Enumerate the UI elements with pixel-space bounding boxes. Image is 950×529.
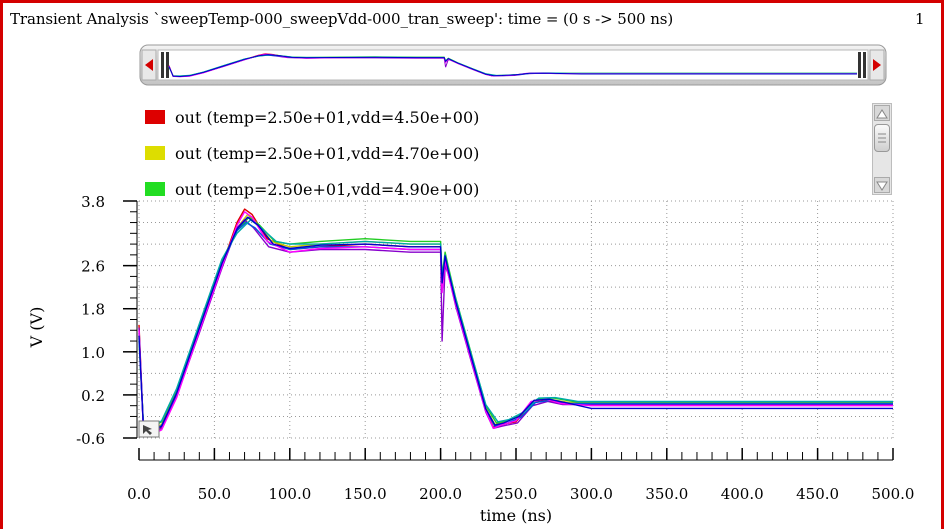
- y-axis-label: V (V): [27, 307, 46, 349]
- x-axis-label: time (ns): [480, 506, 552, 525]
- legend-label: out (temp=2.50e+01,vdd=4.50e+00): [175, 107, 480, 127]
- triangle-up-icon: [876, 109, 888, 119]
- overview-right-handle[interactable]: [858, 52, 866, 78]
- axes: 0.0 50.0 100.0 150.0 200.0 250.0 300.0 350.0 400…: [76, 193, 914, 503]
- x-tick-label: 50.0: [198, 485, 231, 503]
- overview-trace-group: [168, 53, 857, 78]
- zoom-corner-button[interactable]: [138, 420, 160, 438]
- legend-item[interactable]: out (temp=2.50e+01,vdd=4.70e+00): [145, 142, 479, 164]
- y-tick-label: 0.2: [81, 387, 105, 405]
- cursor-icon: [143, 425, 152, 435]
- x-tick-label: 350.0: [645, 485, 688, 503]
- overview-left-handle[interactable]: [161, 52, 169, 78]
- y-tick-label: -0.6: [76, 430, 105, 448]
- arrow-right-icon: [873, 59, 881, 71]
- trace-line: [138, 216, 893, 434]
- legend-swatch: [145, 146, 165, 160]
- trace-line: [138, 208, 893, 434]
- legend-scroll-thumb[interactable]: [874, 124, 890, 152]
- y-tick-label: 1.8: [81, 301, 105, 319]
- x-tick-label: 400.0: [721, 485, 764, 503]
- overview-scroll-right-button[interactable]: [869, 49, 885, 81]
- legend-label: out (temp=2.50e+01,vdd=4.90e+00): [175, 179, 480, 199]
- trace-line: [138, 219, 893, 428]
- legend-scroll-up-button[interactable]: [874, 105, 890, 121]
- y-tick-label: 1.0: [81, 344, 105, 362]
- x-tick-label: 100.0: [268, 485, 311, 503]
- x-tick-label: 450.0: [796, 485, 839, 503]
- legend-swatch: [145, 110, 165, 124]
- arrow-left-icon: [145, 59, 153, 71]
- overview-trace-line: [168, 54, 857, 78]
- x-tick-label: 300.0: [570, 485, 613, 503]
- x-tick-label: 250.0: [495, 485, 538, 503]
- x-tick-label: 150.0: [344, 485, 387, 503]
- trace-line: [138, 211, 893, 436]
- legend-item[interactable]: out (temp=2.50e+01,vdd=4.50e+00): [145, 106, 479, 128]
- triangle-down-icon: [876, 181, 888, 191]
- overview-scroll-left-button[interactable]: [141, 49, 157, 81]
- x-tick-label: 200.0: [419, 485, 462, 503]
- x-tick-label: 500.0: [872, 485, 915, 503]
- trace-line: [138, 216, 893, 429]
- page-number: 1: [915, 10, 925, 28]
- grip-icon: [878, 133, 886, 143]
- y-tick-label: 3.8: [81, 193, 105, 211]
- window-title: Transient Analysis `sweepTemp-000_sweepV…: [10, 10, 674, 28]
- legend-scrollbar[interactable]: [872, 103, 892, 195]
- y-tick-label: 2.6: [81, 258, 105, 276]
- x-tick-label: 0.0: [127, 485, 151, 503]
- overview-navigator[interactable]: [139, 44, 887, 86]
- legend-label: out (temp=2.50e+01,vdd=4.70e+00): [175, 143, 480, 163]
- legend-scroll-down-button[interactable]: [874, 177, 890, 193]
- legend-swatch: [145, 182, 165, 196]
- legend-item[interactable]: out (temp=2.50e+01,vdd=4.90e+00): [145, 178, 479, 200]
- trace-group: [138, 208, 893, 436]
